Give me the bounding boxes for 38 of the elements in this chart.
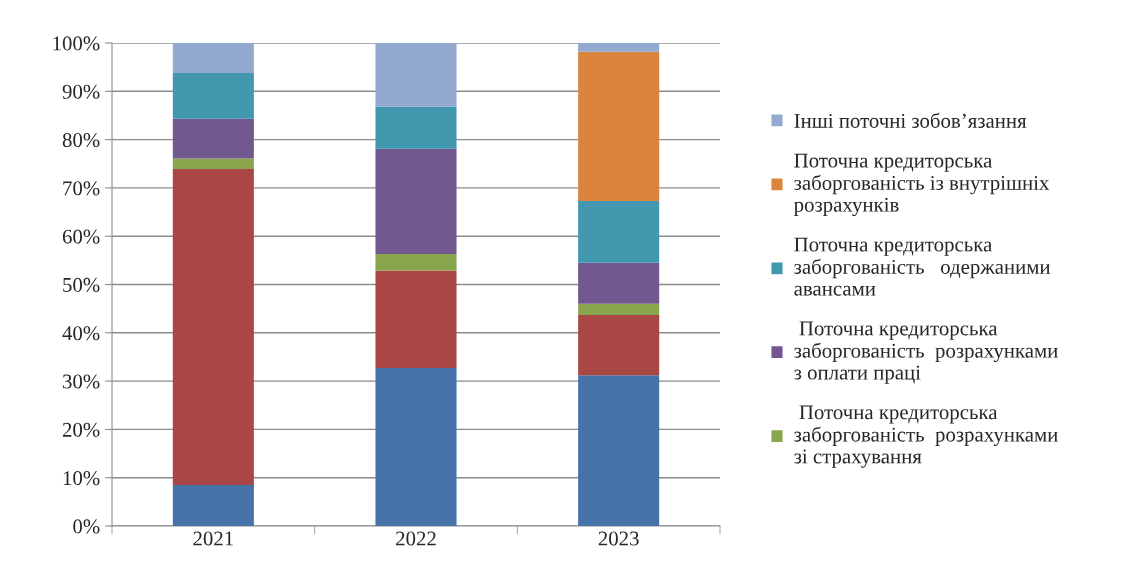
bar — [172, 118, 254, 159]
y-tick-label: 90% — [62, 84, 100, 99]
bar — [172, 169, 254, 485]
bar — [172, 43, 254, 73]
x-tick-label: 2022 — [396, 531, 436, 546]
bar — [375, 254, 457, 271]
y-tick-label: 10% — [63, 471, 100, 486]
y-tick-label: 0% — [73, 519, 100, 534]
bar — [375, 368, 457, 526]
y-tick-label: 100% — [53, 36, 100, 51]
legend-label: Поточна кредиторська заборгованість розрахунками зі страхування — [794, 405, 1058, 468]
bar — [172, 158, 254, 170]
legend-label: Поточна кредиторська заборгованість розрахунками з оплати праці — [794, 321, 1058, 384]
y-tick-label: 40% — [62, 326, 100, 341]
bar — [578, 314, 660, 376]
bar — [578, 200, 660, 263]
x-tick-label: 2021 — [193, 531, 233, 546]
bar — [375, 270, 457, 369]
y-tick-label: 50% — [63, 277, 100, 292]
bar — [375, 43, 457, 107]
bar — [375, 148, 457, 255]
y-tick-label: 30% — [63, 374, 100, 389]
bar — [172, 72, 254, 119]
bar — [578, 51, 660, 201]
bar — [578, 303, 660, 315]
legend-label: Інші поточні зобов’язання — [794, 112, 1027, 128]
legend-label: Поточна кредиторська заборгованість із внутрішніх розрахунків — [794, 153, 1050, 217]
bar — [375, 106, 457, 149]
y-tick-label: 20% — [62, 422, 100, 437]
bar — [578, 375, 660, 526]
y-tick-label: 60% — [62, 229, 100, 244]
y-tick-label: 70% — [63, 181, 100, 196]
legend-label: Поточна кредиторська заборгованість одержаними авансами — [794, 237, 1051, 296]
bar — [578, 43, 660, 52]
x-tick-label: 2023 — [598, 531, 639, 546]
bar — [578, 262, 660, 304]
y-tick-label: 80% — [62, 132, 100, 148]
bar — [172, 484, 254, 526]
